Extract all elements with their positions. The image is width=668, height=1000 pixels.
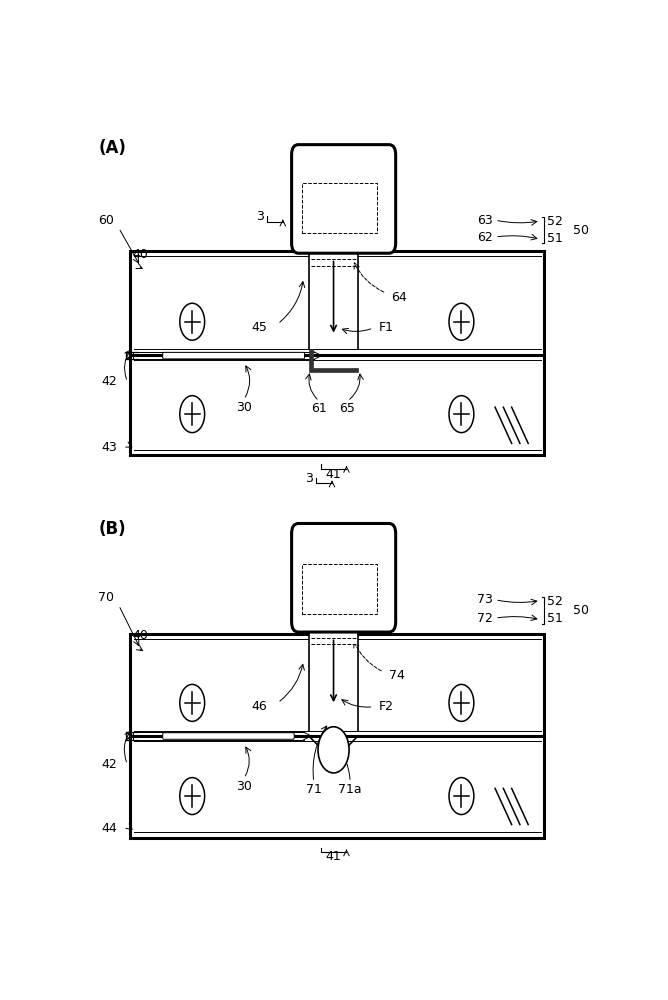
Text: 73: 73 <box>476 593 492 606</box>
Text: 50: 50 <box>572 224 589 237</box>
Bar <box>130 634 544 838</box>
Text: 52: 52 <box>547 215 562 228</box>
FancyBboxPatch shape <box>163 352 305 359</box>
Bar <box>302 183 377 233</box>
Text: 70: 70 <box>98 591 114 604</box>
Text: 41: 41 <box>326 850 341 863</box>
Text: 3: 3 <box>256 210 263 223</box>
Text: 44: 44 <box>102 822 117 835</box>
Circle shape <box>318 727 349 773</box>
Text: 61: 61 <box>311 402 327 415</box>
Text: 40: 40 <box>133 248 148 261</box>
Text: 60: 60 <box>98 214 114 227</box>
FancyBboxPatch shape <box>292 523 395 632</box>
Text: F2: F2 <box>379 700 393 713</box>
Text: 40: 40 <box>133 629 148 642</box>
Bar <box>302 564 377 614</box>
Text: 42: 42 <box>102 375 117 388</box>
Text: (A): (A) <box>99 139 127 157</box>
Text: 65: 65 <box>339 402 355 415</box>
Text: 63: 63 <box>477 214 492 227</box>
Text: 74: 74 <box>389 669 405 682</box>
Text: 45: 45 <box>251 321 267 334</box>
Text: 62: 62 <box>477 231 492 244</box>
FancyBboxPatch shape <box>163 733 294 739</box>
Text: 46: 46 <box>252 700 267 713</box>
Text: 30: 30 <box>236 780 252 793</box>
Text: 64: 64 <box>391 291 407 304</box>
Polygon shape <box>309 349 358 372</box>
Bar <box>309 243 358 251</box>
Text: 52: 52 <box>547 595 562 608</box>
Text: 71: 71 <box>306 783 322 796</box>
Text: 42: 42 <box>102 758 117 771</box>
Bar <box>309 631 358 645</box>
Text: 72: 72 <box>476 612 492 625</box>
Text: 30: 30 <box>236 401 252 414</box>
Bar <box>309 622 358 634</box>
Text: 51: 51 <box>547 232 562 245</box>
Text: 41: 41 <box>326 468 341 481</box>
Bar <box>130 251 544 455</box>
FancyBboxPatch shape <box>292 145 395 253</box>
Text: 51: 51 <box>547 612 562 625</box>
Text: F1: F1 <box>379 321 393 334</box>
Bar <box>309 249 358 262</box>
Text: (B): (B) <box>99 520 127 538</box>
Text: 43: 43 <box>102 441 117 454</box>
Text: 71a: 71a <box>338 783 362 796</box>
Text: 50: 50 <box>572 604 589 617</box>
Text: 3: 3 <box>305 472 313 485</box>
